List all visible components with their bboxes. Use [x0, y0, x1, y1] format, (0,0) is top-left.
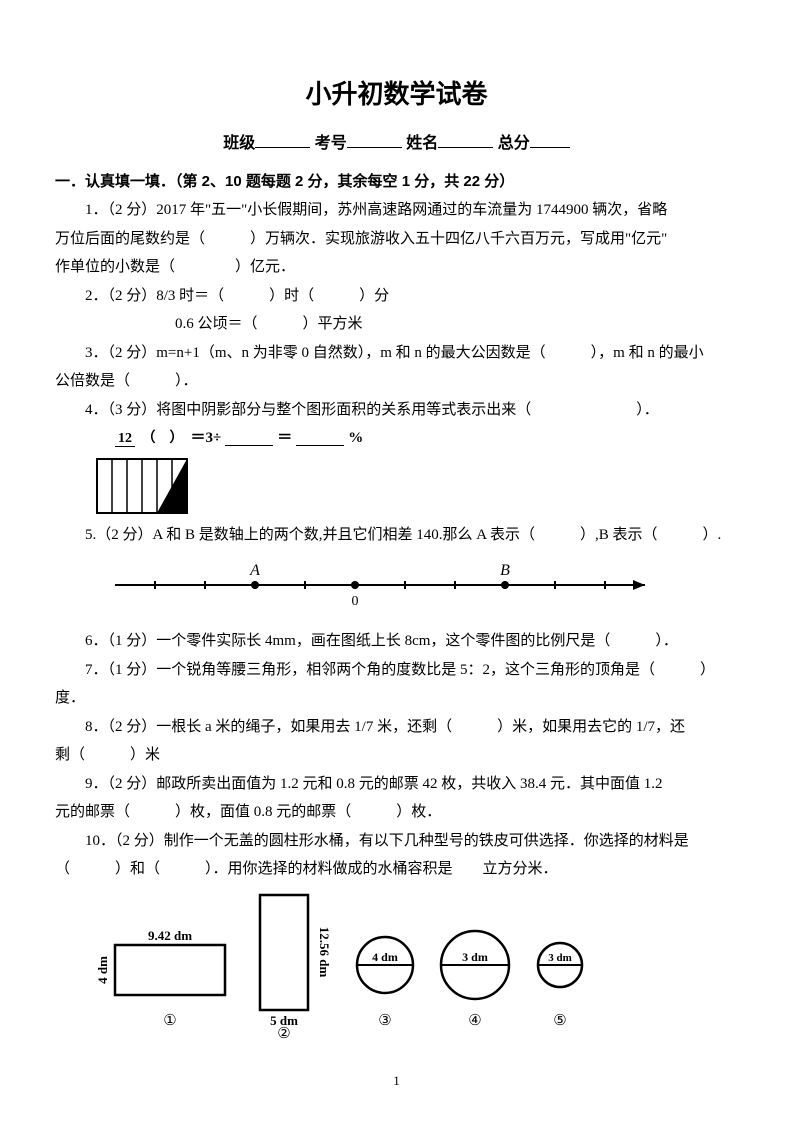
page-number: 1	[0, 1069, 793, 1094]
section-1-heading: 一．认真填一填．（第 2、10 题每题 2 分，其余每空 1 分，共 22 分）	[55, 168, 738, 197]
name-blank[interactable]	[438, 131, 493, 149]
svg-text:3 dm: 3 dm	[462, 950, 488, 964]
q4-text: 4．（3 分）将图中阴影部分与整个图形面积的关系用等式表示出来（ ）．	[55, 396, 738, 425]
class-blank[interactable]	[255, 131, 310, 149]
q4-numerator: 12	[115, 431, 135, 447]
examno-label: 考号	[315, 135, 347, 152]
q8-line1: 8．（2 分）一根长 a 米的绳子，如果用去 1/7 米，还剩（ ）米，如果用去…	[55, 713, 738, 742]
svg-text:3 dm: 3 dm	[548, 952, 572, 964]
q4-percent: %	[348, 424, 363, 453]
q1-line1: 1．（2 分）2017 年"五一"小长假期间，苏州高速路网通过的车流量为 174…	[55, 196, 738, 225]
student-info-line: 班级 考号 姓名 总分	[55, 129, 738, 159]
q4-blank2[interactable]	[296, 431, 344, 446]
q4-fraction: 12 （ ）	[115, 431, 187, 446]
q8-line2: 剩（ ）米	[55, 741, 738, 770]
svg-text:4 dm: 4 dm	[372, 950, 398, 964]
svg-text:②: ②	[277, 1026, 290, 1040]
q4-figure	[95, 457, 738, 515]
svg-text:⑤: ⑤	[553, 1013, 566, 1029]
total-label: 总分	[498, 135, 530, 152]
page-title: 小升初数学试卷	[55, 70, 738, 119]
q4-eq-mid: ＝3÷	[191, 424, 222, 453]
q10-line2: （ ）和（ ）．用你选择的材料做成的水桶容积是 立方分米．	[55, 855, 738, 884]
q1-line3: 作单位的小数是（ ）亿元．	[55, 253, 738, 282]
examno-blank[interactable]	[347, 131, 402, 149]
svg-text:4 dm: 4 dm	[95, 956, 110, 984]
svg-text:③: ③	[378, 1013, 391, 1029]
svg-text:0: 0	[352, 594, 359, 609]
class-label: 班级	[223, 135, 255, 152]
q4-denominator[interactable]: （ ）	[139, 431, 187, 446]
q2-line2: 0.6 公顷＝（ ）平方米	[55, 310, 738, 339]
svg-text:B: B	[500, 562, 510, 579]
svg-text:12.56 dm: 12.56 dm	[317, 927, 332, 978]
svg-text:9.42 dm: 9.42 dm	[148, 928, 192, 943]
q3-line1: 3．（2 分）m=n+1（m、n 为非零 0 自然数），m 和 n 的最大公因数…	[55, 339, 738, 368]
q4-equation: 12 （ ） ＝3÷ ＝ %	[115, 424, 738, 453]
total-blank[interactable]	[530, 131, 570, 149]
svg-text:A: A	[249, 562, 260, 579]
q4-blank1[interactable]	[225, 431, 273, 446]
name-label: 姓名	[406, 135, 438, 152]
q6-text: 6．（1 分）一个零件实际长 4mm，画在图纸上长 8cm，这个零件图的比例尺是…	[55, 627, 738, 656]
q5-numberline: A B 0	[105, 557, 738, 617]
q9-line1: 9．（2 分）邮政所卖出面值为 1.2 元和 0.8 元的邮票 42 枚，共收入…	[55, 770, 738, 799]
q7-line1: 7．（1 分）一个锐角等腰三角形，相邻两个角的度数比是 5：2，这个三角形的顶角…	[55, 656, 738, 685]
q10-figure: 9.42 dm 4 dm ① 5 dm 12.56 dm ② 4 dm ③ 3 …	[85, 890, 738, 1040]
q10-line1: 10．（2 分）制作一个无盖的圆柱形水桶，有以下几种型号的铁皮可供选择．你选择的…	[55, 827, 738, 856]
q3-line2: 公倍数是（ ）．	[55, 367, 738, 396]
q1-line2: 万位后面的尾数约是（ ）万辆次．实现旅游收入五十四亿八千六百万元，写成用"亿元"	[55, 225, 738, 254]
q5-text: 5.（2 分）A 和 B 是数轴上的两个数,并且它们相差 140.那么 A 表示…	[55, 521, 738, 550]
q4-eq-last: ＝	[277, 424, 292, 453]
q7-line2: 度．	[55, 684, 738, 713]
q2-line1: 2．（2 分）8/3 时＝（ ）时（ ）分	[55, 282, 738, 311]
q9-line2: 元的邮票（ ）枚，面值 0.8 元的邮票（ ）枚．	[55, 798, 738, 827]
svg-text:④: ④	[468, 1013, 481, 1029]
svg-text:①: ①	[163, 1013, 176, 1029]
